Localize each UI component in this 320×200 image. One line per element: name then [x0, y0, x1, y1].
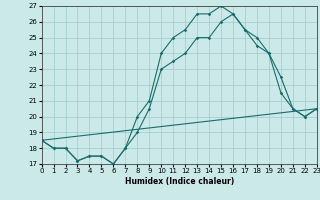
X-axis label: Humidex (Indice chaleur): Humidex (Indice chaleur)	[124, 177, 234, 186]
